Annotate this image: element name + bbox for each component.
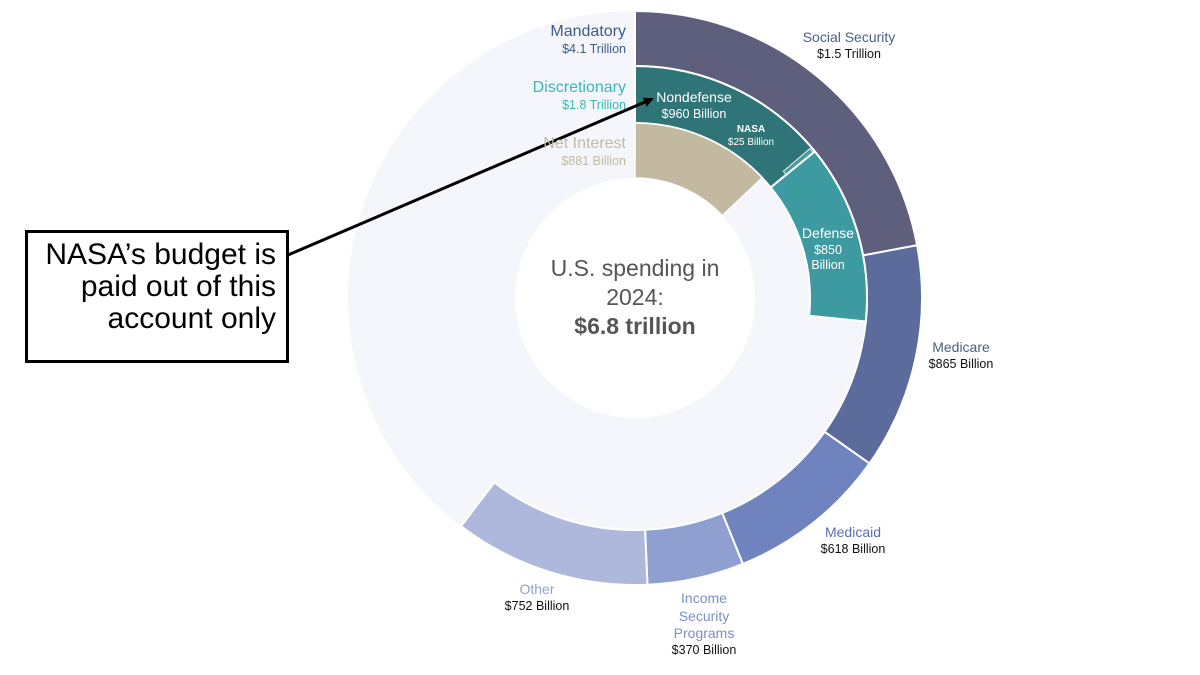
segment [769,150,868,323]
segment-label: Defense $850 Billion [798,225,858,274]
label-value: $25 Billion [727,136,775,148]
label-name: Nondefense [656,89,732,105]
center-label: U.S. spending in 2024: $6.8 trillion [530,254,740,340]
label-value: $4.1 Trillion [562,42,626,56]
center-total: $6.8 trillion [574,312,696,339]
label-value: $850 Billion [811,242,845,273]
label-name: Net Interest [543,135,626,152]
segment-label: Social Security $1.5 Trillion [769,29,929,62]
segment-label: NASA $25 Billion [716,124,786,149]
label-value: $1.8 Trillion [562,98,626,112]
annotation: NASA’s budget is paid out of this accoun… [25,230,289,363]
label-value: $1.5 Trillion [817,46,881,61]
segment-label: Nondefense $960 Billion [624,89,764,122]
label-name: Other [519,581,555,597]
group-arc [634,122,764,217]
label-name: Mandatory [550,23,626,40]
group-label: Net Interest $881 Billion [426,134,626,170]
label-value: $881 Billion [561,154,626,168]
label-value: $618 Billion [820,541,886,556]
group-label: Discretionary $1.8 Trillion [426,78,626,114]
segment-label: Other $752 Billion [467,581,607,614]
annotation-arrow [287,97,654,257]
label-name: Medicaid [824,524,882,540]
label-name: Income Security Programs [673,590,735,641]
label-name: Discretionary [532,79,626,96]
label-value: $865 Billion [928,356,994,371]
group-label: Mandatory $4.1 Trillion [426,22,626,58]
segment-label: Income Security Programs $370 Billion [659,590,749,658]
label-name: Defense [801,225,855,241]
segment-label: Medicaid $618 Billion [783,524,923,557]
segment-label: Medicare $865 Billion [891,339,1031,372]
label-value: $960 Billion [661,106,727,121]
rings [348,9,923,586]
label-name: Social Security [802,29,896,45]
label-value: $752 Billion [504,598,570,613]
label-name: Medicare [932,339,990,355]
segment [459,481,649,586]
label-value: $370 Billion [671,642,737,657]
center-title: U.S. spending in 2024: [550,255,720,310]
label-name: NASA [736,124,766,135]
